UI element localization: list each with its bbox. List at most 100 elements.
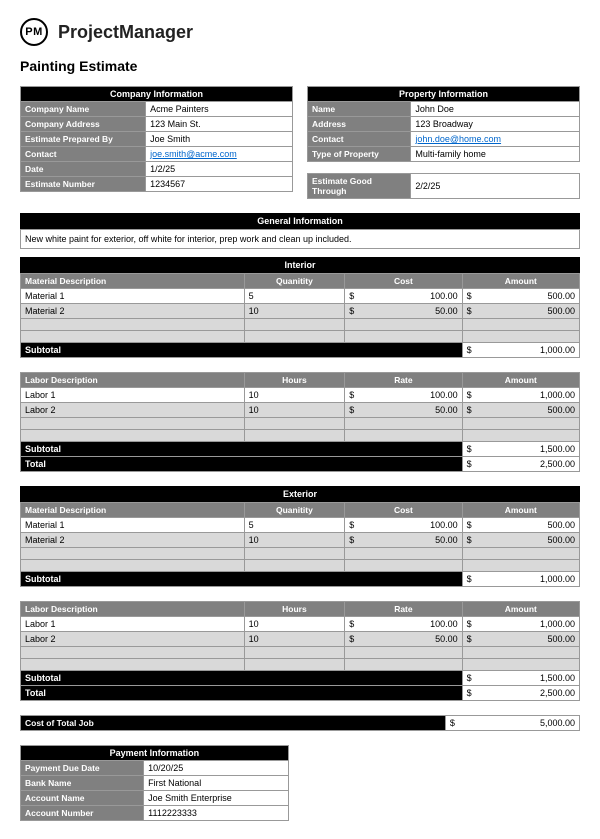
- amount-cell: $500.00: [462, 403, 579, 418]
- qty-cell: 10: [244, 632, 345, 647]
- company-info-header: Company Information: [21, 87, 293, 102]
- desc-cell: Labor 1: [21, 388, 245, 403]
- line-items-table: Labor DescriptionHoursRateAmountLabor 11…: [20, 372, 580, 472]
- field-label: Company Address: [21, 117, 146, 132]
- section-header: Exterior: [20, 486, 580, 502]
- column-header: Amount: [462, 274, 579, 289]
- brand-header: PM ProjectManager: [20, 18, 580, 46]
- amount-cell: $1,000.00: [462, 617, 579, 632]
- total-label: Total: [21, 686, 463, 701]
- table-row: Material 210$50.00$500.00: [21, 533, 580, 548]
- qty-cell: 5: [244, 289, 345, 304]
- field-label: Type of Property: [308, 147, 411, 162]
- qty-cell: 10: [244, 403, 345, 418]
- field-label: Address: [308, 117, 411, 132]
- subtotal-label: Subtotal: [21, 442, 463, 457]
- cost-total-table: Cost of Total Job $5,000.00: [20, 715, 580, 731]
- field-label: Account Name: [21, 791, 144, 806]
- table-row: Labor 210$50.00$500.00: [21, 632, 580, 647]
- line-items-table: Material DescriptionQuanitityCostAmountM…: [20, 273, 580, 358]
- field-label: Company Name: [21, 102, 146, 117]
- desc-cell: Material 2: [21, 304, 245, 319]
- field-label: Contact: [308, 132, 411, 147]
- cost-cell: $50.00: [345, 403, 462, 418]
- link[interactable]: joe.smith@acme.com: [150, 149, 237, 159]
- general-info-text: New white paint for exterior, off white …: [20, 229, 580, 249]
- page-title: Painting Estimate: [20, 58, 580, 74]
- brand-name: ProjectManager: [58, 22, 193, 43]
- field-label: Estimate Good Through: [308, 174, 411, 199]
- field-label: Date: [21, 162, 146, 177]
- line-items-table: Labor DescriptionHoursRateAmountLabor 11…: [20, 601, 580, 701]
- field-value: Acme Painters: [146, 102, 293, 117]
- field-value: Joe Smith Enterprise: [144, 791, 289, 806]
- column-header: Amount: [462, 373, 579, 388]
- column-header: Labor Description: [21, 373, 245, 388]
- amount-cell: $500.00: [462, 289, 579, 304]
- cost-cell: $50.00: [345, 533, 462, 548]
- field-value: 10/20/25: [144, 761, 289, 776]
- subtotal-label: Subtotal: [21, 343, 463, 358]
- total-label: Total: [21, 457, 463, 472]
- column-header: Hours: [244, 602, 345, 617]
- link[interactable]: john.doe@home.com: [415, 134, 501, 144]
- qty-cell: 10: [244, 533, 345, 548]
- amount-cell: $500.00: [462, 533, 579, 548]
- field-value: 1/2/25: [146, 162, 293, 177]
- section: ExteriorMaterial DescriptionQuanitityCos…: [20, 486, 580, 715]
- total-value: $2,500.00: [462, 686, 579, 701]
- column-header: Amount: [462, 602, 579, 617]
- field-label: Payment Due Date: [21, 761, 144, 776]
- cost-cell: $100.00: [345, 617, 462, 632]
- column-header: Cost: [345, 503, 462, 518]
- cost-cell: $50.00: [345, 632, 462, 647]
- field-value: joe.smith@acme.com: [146, 147, 293, 162]
- column-header: Material Description: [21, 503, 245, 518]
- desc-cell: Labor 2: [21, 632, 245, 647]
- field-value: First National: [144, 776, 289, 791]
- desc-cell: Labor 2: [21, 403, 245, 418]
- amount-cell: $500.00: [462, 632, 579, 647]
- desc-cell: Labor 1: [21, 617, 245, 632]
- field-value: John Doe: [411, 102, 580, 117]
- property-info-header: Property Information: [308, 87, 580, 102]
- cost-total-value: $5,000.00: [445, 716, 579, 731]
- field-value: 2/2/25: [411, 174, 580, 199]
- table-row: Material 15$100.00$500.00: [21, 518, 580, 533]
- table-row: Labor 110$100.00$1,000.00: [21, 388, 580, 403]
- desc-cell: Material 1: [21, 289, 245, 304]
- payment-info-block: Payment Information Payment Due Date10/2…: [20, 745, 289, 821]
- property-info-block: Property Information NameJohn DoeAddress…: [307, 86, 580, 199]
- cost-cell: $50.00: [345, 304, 462, 319]
- amount-cell: $500.00: [462, 518, 579, 533]
- field-label: Account Number: [21, 806, 144, 821]
- cost-cell: $100.00: [345, 289, 462, 304]
- qty-cell: 5: [244, 518, 345, 533]
- subtotal-label: Subtotal: [21, 671, 463, 686]
- column-header: Labor Description: [21, 602, 245, 617]
- field-value: 1112223333: [144, 806, 289, 821]
- field-label: Estimate Number: [21, 177, 146, 192]
- subtotal-value: $1,500.00: [462, 442, 579, 457]
- field-value: john.doe@home.com: [411, 132, 580, 147]
- field-value: 123 Main St.: [146, 117, 293, 132]
- general-info-header: General Information: [20, 213, 580, 229]
- cost-cell: $100.00: [345, 518, 462, 533]
- field-value: Multi-family home: [411, 147, 580, 162]
- logo-icon: PM: [20, 18, 48, 46]
- section: InteriorMaterial DescriptionQuanitityCos…: [20, 257, 580, 486]
- company-info-block: Company Information Company NameAcme Pai…: [20, 86, 293, 199]
- field-label: Bank Name: [21, 776, 144, 791]
- qty-cell: 10: [244, 304, 345, 319]
- column-header: Quanitity: [244, 503, 345, 518]
- qty-cell: 10: [244, 617, 345, 632]
- subtotal-value: $1,500.00: [462, 671, 579, 686]
- table-row: Material 210$50.00$500.00: [21, 304, 580, 319]
- payment-info-header: Payment Information: [21, 746, 289, 761]
- cost-cell: $100.00: [345, 388, 462, 403]
- subtotal-value: $1,000.00: [462, 343, 579, 358]
- subtotal-value: $1,000.00: [462, 572, 579, 587]
- table-row: Labor 110$100.00$1,000.00: [21, 617, 580, 632]
- table-row: Material 15$100.00$500.00: [21, 289, 580, 304]
- column-header: Rate: [345, 373, 462, 388]
